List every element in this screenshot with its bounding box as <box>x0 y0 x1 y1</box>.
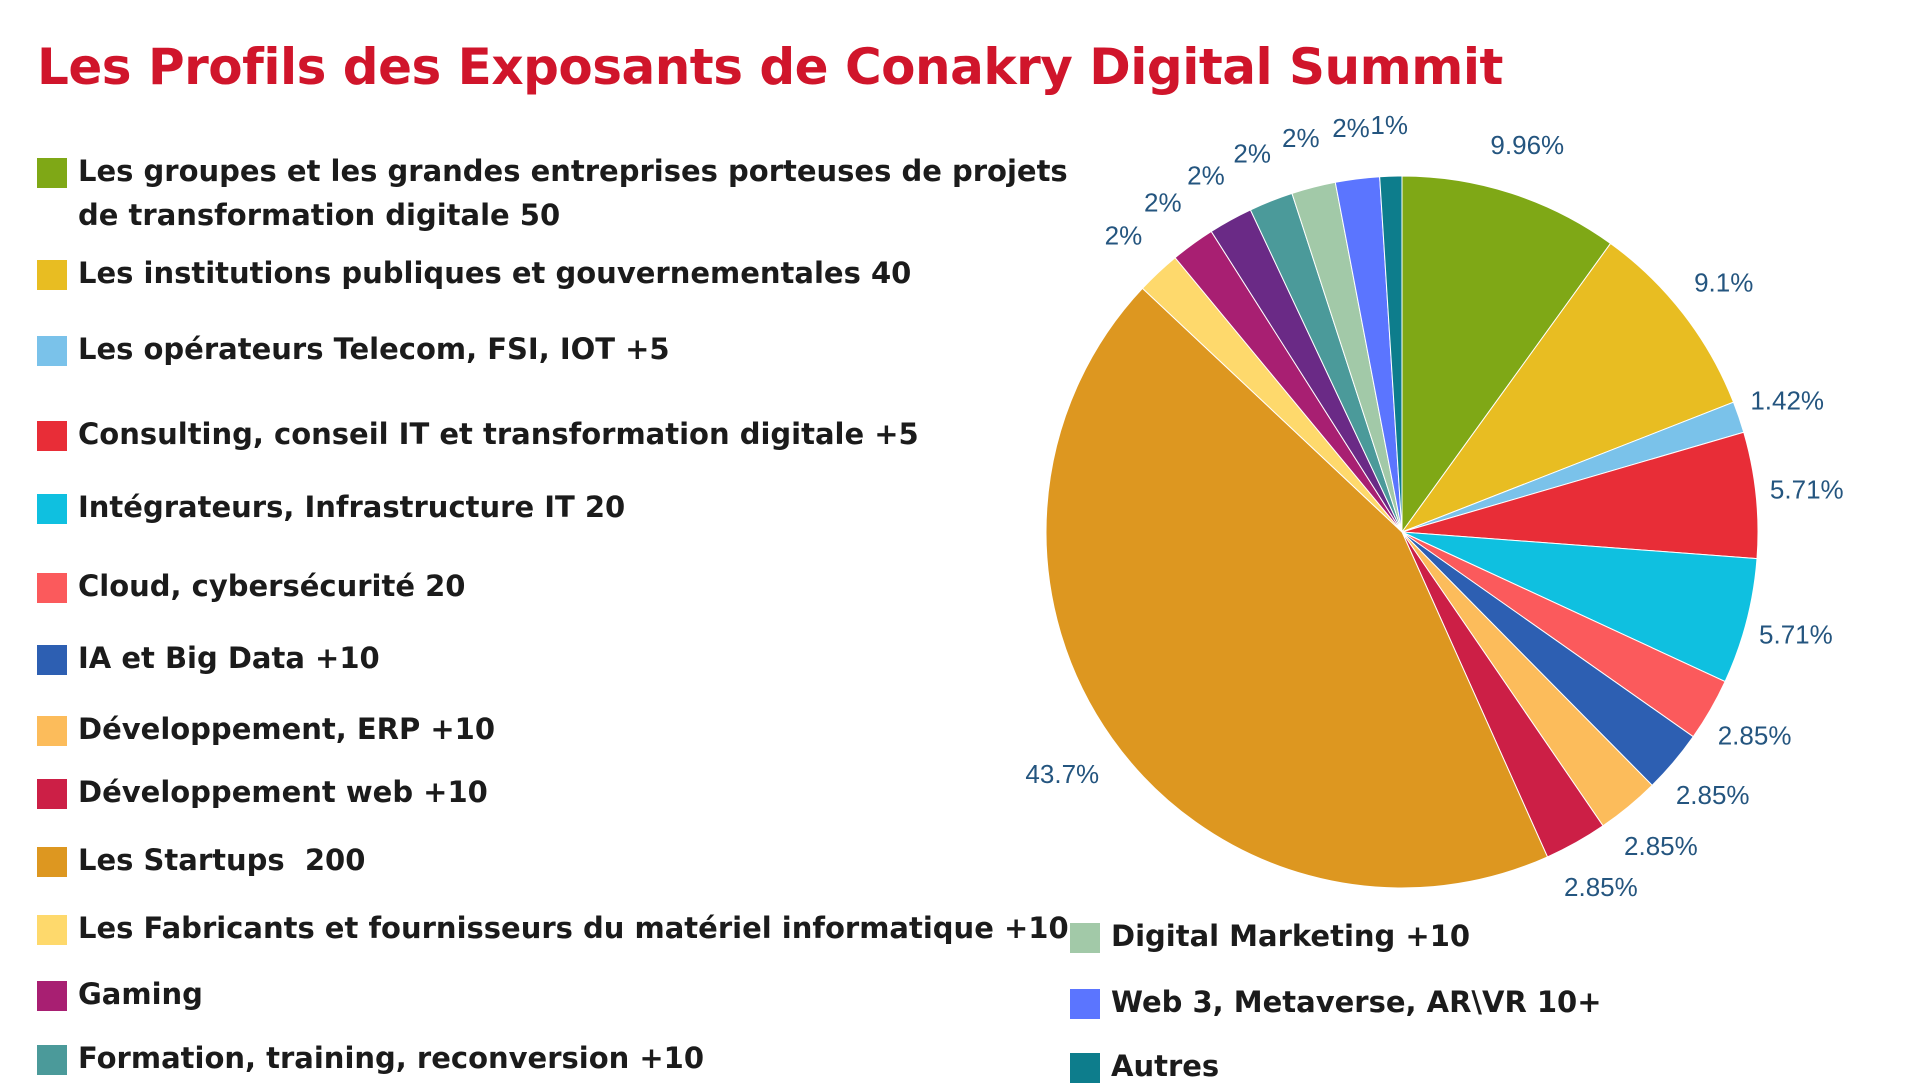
legend-swatch <box>37 1045 67 1075</box>
slice-value-label-1: 9.1% <box>1694 268 1753 298</box>
chart-title: Les Profils des Exposants de Conakry Dig… <box>37 38 1503 96</box>
legend-item-operateurs-telecom: Les opérateurs Telecom, FSI, IOT +5 <box>37 332 670 371</box>
legend-label: Gaming <box>78 977 203 1011</box>
legend-item-autres: Autres <box>1070 1049 1219 1088</box>
slice-value-label-13: 2% <box>1233 139 1271 169</box>
legend-item-cloud: Cloud, cybersécurité 20 <box>37 569 465 608</box>
slice-value-label-4: 5.71% <box>1759 619 1833 649</box>
slice-value-label-8: 2.85% <box>1564 872 1638 902</box>
legend-label: Les opérateurs Telecom, FSI, IOT +5 <box>78 332 670 366</box>
slice-value-label-11: 2% <box>1144 188 1182 218</box>
legend-swatch <box>1070 989 1100 1019</box>
legend-swatch <box>37 260 67 290</box>
legend-swatch <box>37 847 67 877</box>
slice-value-label-0: 9.96% <box>1490 130 1564 160</box>
legend-label: Intégrateurs, Infrastructure IT 20 <box>78 490 626 524</box>
slice-value-label-15: 2% <box>1332 113 1370 143</box>
slice-value-label-7: 2.85% <box>1624 831 1698 861</box>
legend-label: Cloud, cybersécurité 20 <box>78 569 466 603</box>
legend-swatch <box>37 981 67 1011</box>
legend-item-formation: Formation, training, reconversion +10 <box>37 1041 704 1080</box>
slice-value-label-9: 43.7% <box>1025 759 1099 789</box>
legend-swatch <box>37 494 67 524</box>
slice-value-label-10: 2% <box>1105 220 1143 250</box>
legend-item-developpement-web: Développement web +10 <box>37 775 488 814</box>
slice-value-label-12: 2% <box>1187 160 1225 190</box>
legend-label: Développement web +10 <box>78 775 488 809</box>
legend-item-gaming: Gaming <box>37 977 203 1016</box>
slice-value-label-5: 2.85% <box>1718 720 1792 750</box>
legend-label: Web 3, Metaverse, AR\VR 10+ <box>1111 985 1602 1019</box>
pie-slice-9 <box>1045 287 1549 889</box>
legend-label: Les institutions publiques et gouverneme… <box>78 256 912 290</box>
legend-item-integrateurs: Intégrateurs, Infrastructure IT 20 <box>37 490 625 529</box>
pie-slice-4 <box>1401 531 1758 683</box>
legend-label: Autres <box>1111 1049 1220 1083</box>
legend-label: Développement, ERP +10 <box>78 712 496 746</box>
legend-item-institutions: Les institutions publiques et gouverneme… <box>37 256 911 295</box>
legend-item-fabricants: Les Fabricants et fournisseurs du matéri… <box>37 911 1069 950</box>
legend-swatch <box>37 336 67 366</box>
legend-item-startups: Les Startups 200 <box>37 843 365 882</box>
legend-item-ia-big-data: IA et Big Data +10 <box>37 641 380 680</box>
legend-label: Les Startups 200 <box>78 843 366 877</box>
legend-label: Digital Marketing +10 <box>1111 919 1471 953</box>
legend-swatch <box>1070 923 1100 953</box>
legend-swatch <box>1070 1053 1100 1083</box>
legend-swatch <box>37 158 67 188</box>
legend-label: IA et Big Data +10 <box>78 641 380 675</box>
pie-slice-3 <box>1401 431 1759 560</box>
legend-item-consulting: Consulting, conseil IT et transformation… <box>37 417 919 456</box>
legend-label: Formation, training, reconversion +10 <box>78 1041 705 1075</box>
legend-label: Consulting, conseil IT et transformation… <box>78 417 919 451</box>
legend-item-grandes-entreprises: Les groupes et les grandes entreprises p… <box>37 154 1087 237</box>
legend-swatch <box>37 915 67 945</box>
legend-swatch <box>37 573 67 603</box>
pie-slice-1 <box>1400 242 1735 534</box>
legend-item-web3: Web 3, Metaverse, AR\VR 10+ <box>1070 985 1602 1024</box>
pie-slice-0 <box>1401 175 1612 534</box>
legend-item-digital-marketing: Digital Marketing +10 <box>1070 919 1470 958</box>
slice-value-label-16: 1% <box>1370 110 1408 140</box>
slice-value-label-3: 5.71% <box>1770 475 1844 505</box>
legend-swatch <box>37 645 67 675</box>
slice-value-label-6: 2.85% <box>1676 780 1750 810</box>
legend-label: Les Fabricants et fournisseurs du matéri… <box>78 911 1069 945</box>
slice-value-label-2: 1.42% <box>1750 386 1824 416</box>
pie-slice-16 <box>1379 175 1403 533</box>
slice-value-label-14: 2% <box>1282 123 1320 153</box>
legend-swatch <box>37 421 67 451</box>
legend-swatch <box>37 779 67 809</box>
legend-item-developpement-erp: Développement, ERP +10 <box>37 712 495 751</box>
legend-swatch <box>37 716 67 746</box>
legend-label: Les groupes et les grandes entreprises p… <box>78 154 1068 232</box>
